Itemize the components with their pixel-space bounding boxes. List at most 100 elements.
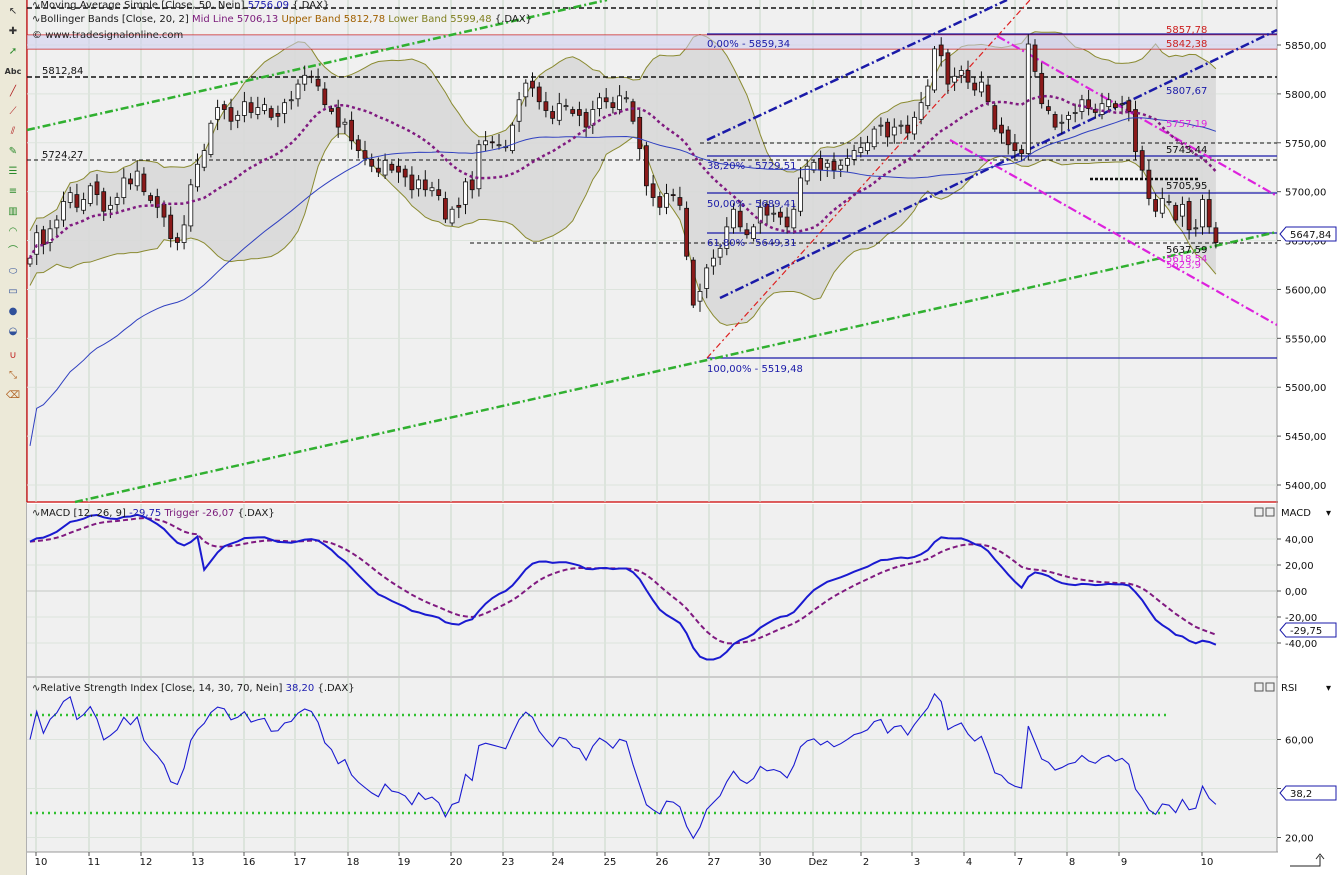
candle-body (550, 111, 555, 119)
candle-body (181, 224, 187, 243)
candle-body (221, 104, 227, 110)
candle-body (945, 52, 951, 85)
candle-body (67, 192, 73, 203)
candle-body (536, 86, 542, 103)
candle-body (979, 81, 984, 93)
candle-body (54, 219, 60, 229)
candle-body (41, 229, 46, 245)
candle-body (912, 116, 917, 135)
maximize-icon[interactable] (1254, 507, 1264, 517)
candle-body (1099, 103, 1105, 115)
candle-body (804, 165, 810, 182)
candle-body (952, 75, 957, 83)
candle-body (798, 177, 803, 212)
measure-tool-icon[interactable]: ⤡ (9, 370, 17, 381)
candle-body (650, 183, 656, 198)
arc-tool-icon[interactable]: ◠ (8, 226, 18, 237)
candle-body (757, 206, 763, 224)
candle-body (335, 107, 341, 128)
bollinger-midline (28, 94, 1217, 259)
candle-body (195, 163, 200, 188)
level-label: 5705,95 (1166, 181, 1207, 192)
candle-body (201, 150, 207, 168)
rsi-value-tag-text: 38,2 (1290, 789, 1312, 800)
candle-body (1113, 103, 1118, 108)
blue-trendline (706, 0, 1008, 142)
y-tick-label: 0,00 (1285, 587, 1307, 598)
y-tick-label: 20,00 (1285, 561, 1314, 572)
channel-tool-icon[interactable]: ⫽ (10, 126, 16, 137)
arrow-tool-icon[interactable]: ➚ (8, 46, 18, 57)
candle-body (958, 70, 964, 76)
candle-body (818, 158, 823, 171)
candle-body (784, 216, 790, 228)
panel-menu-icon[interactable]: ▾ (1326, 508, 1331, 519)
line-tool-icon[interactable]: ╱ (9, 86, 17, 97)
cursor-icon[interactable]: ↖ (8, 6, 18, 17)
cycle-tool-icon[interactable]: ⌒ (8, 246, 18, 257)
candle-body (1086, 99, 1091, 109)
x-axis-labels: 10 11 12 13 16 17 18 19 20 23 24 25 26 27 30 Dez 2 3 4 7 8 9 1… (35, 852, 1214, 868)
x-tick-label: 10 (1201, 857, 1214, 868)
x-tick-label: 2 (863, 857, 869, 868)
ellipse-tool-icon[interactable]: ⬭ (8, 266, 18, 277)
fibonacci-tool-icon[interactable]: ☰ (8, 166, 18, 177)
y-tick-label: -40,00 (1285, 639, 1317, 650)
candle-body (1180, 203, 1185, 217)
y-tick-label: 5550,00 (1285, 334, 1326, 345)
x-tick-label: 23 (502, 857, 515, 868)
candle-body (355, 139, 361, 152)
circle-tool-icon[interactable]: ● (8, 306, 18, 317)
candle-body (483, 140, 489, 146)
x-tick-label: 19 (398, 857, 411, 868)
x-tick-label: 26 (656, 857, 669, 868)
level-label: 5623,9 (1166, 260, 1201, 271)
close-panel-icon[interactable] (1265, 682, 1275, 692)
candle-body (1106, 99, 1112, 107)
candle-body (1186, 201, 1192, 231)
fib-label: 0,00% - 5859,34 (707, 39, 790, 50)
y-axis-labels: 5850,00 5800,00 5750,00 5700,00 5650,00 5600,… (1277, 41, 1337, 845)
magnet-icon[interactable]: ∪ (9, 350, 17, 361)
close-panel-icon[interactable] (1265, 507, 1275, 517)
gann-tool-icon[interactable]: ▥ (8, 206, 18, 217)
candle-body (1072, 112, 1078, 114)
candle-body (677, 197, 683, 206)
text-tool-icon[interactable]: Abc (4, 67, 22, 76)
x-tick-label: 7 (1017, 857, 1023, 868)
pencil-tool-icon[interactable]: ✎ (8, 146, 18, 157)
candle-body (161, 203, 167, 218)
rectangle-tool-icon[interactable]: ▭ (8, 286, 18, 297)
x-tick-label: 25 (604, 857, 617, 868)
eraser-tool-icon[interactable]: ⌫ (5, 390, 21, 401)
candle-body (134, 170, 140, 187)
maximize-icon[interactable] (1254, 682, 1264, 692)
candle-body (858, 147, 864, 153)
candle-body (121, 177, 127, 198)
candle-body (148, 195, 154, 201)
fib-fan-tool-icon[interactable]: ≡ (8, 186, 18, 197)
candle-body (644, 145, 649, 187)
candle-body (985, 84, 991, 103)
x-tick-label: 24 (552, 857, 565, 868)
panel-menu-icon[interactable]: ▾ (1326, 683, 1331, 694)
trendline-tool-icon[interactable]: ⟋ (9, 106, 17, 117)
candle-body (1066, 115, 1071, 120)
candle-body (422, 179, 428, 191)
candle-body (489, 141, 495, 144)
macd-value-tag (1279, 622, 1337, 638)
candle-body (724, 226, 730, 249)
macd-legend: ∿MACD [12, 26, 9] -29,75 Trigger -26,07 … (32, 508, 275, 519)
level-label: 5618,54 (1166, 254, 1207, 265)
lower-band-line (29, 133, 1217, 326)
level-label: 5757,19 (1166, 119, 1207, 130)
y-tick-label: 5800,00 (1285, 90, 1326, 101)
half-circle-tool-icon[interactable]: ◒ (8, 326, 18, 337)
candle-body (282, 102, 288, 114)
corner-arrow-icon[interactable] (1290, 853, 1325, 867)
crosshair-icon[interactable]: ✚ (8, 26, 18, 37)
x-tick-label: 16 (243, 857, 256, 868)
blue-trendline (719, 28, 1278, 300)
green-trendline (26, 0, 608, 132)
